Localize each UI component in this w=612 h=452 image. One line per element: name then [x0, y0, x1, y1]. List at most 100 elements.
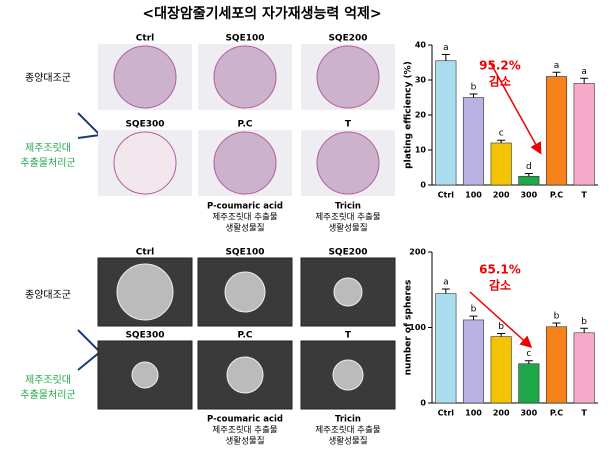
dish — [113, 45, 177, 109]
caption: 생활성물질 — [328, 223, 367, 234]
photo-label: SQE200 — [328, 248, 367, 258]
x-tick-label: P.C — [550, 409, 563, 418]
error-bar — [580, 327, 589, 333]
error-bar — [497, 139, 506, 143]
sphere — [131, 361, 159, 389]
photo-label: Ctrl — [136, 248, 154, 258]
bar — [518, 363, 540, 404]
y-tick-label: 40 — [415, 41, 427, 50]
arrow — [489, 61, 542, 155]
photo-label: P.C — [238, 120, 253, 130]
dish — [113, 131, 177, 195]
error-bar — [497, 333, 506, 337]
sphere — [226, 356, 264, 394]
x-tick-label: T — [581, 191, 587, 200]
title: <대장암줄기세포의 자가재생능력 억제> — [142, 5, 381, 22]
y-tick-label: 100 — [409, 323, 426, 332]
significance-letter: a — [443, 43, 449, 53]
dish — [213, 45, 277, 109]
caption: 제주조릿대 추출물 — [315, 425, 380, 436]
error-bar — [524, 172, 533, 177]
caption: 제주조릿대 추출물 — [315, 212, 380, 223]
y-tick-label: 200 — [409, 248, 426, 257]
significance-letter: a — [554, 61, 560, 71]
caption: P-coumaric acid — [207, 202, 283, 212]
error-bar — [524, 360, 533, 364]
group-label: 추출물처리군 — [20, 389, 75, 401]
significance-letter: b — [581, 317, 587, 327]
photo-label: SQE300 — [125, 120, 164, 130]
y-tick-label: 0 — [420, 181, 426, 190]
photo-label: SQE100 — [225, 34, 264, 44]
dish — [316, 131, 380, 195]
photo-label: SQE100 — [225, 248, 264, 258]
error-bar — [580, 77, 589, 84]
annotation: 감소 — [489, 278, 511, 293]
bracket — [77, 329, 102, 371]
x-tick-label: T — [581, 409, 587, 418]
sphere — [224, 271, 266, 313]
bar — [573, 83, 595, 186]
y-axis-label: number of spheres — [404, 280, 414, 376]
sphere — [333, 277, 363, 307]
caption: 제주조릿대 추출물 — [212, 425, 277, 436]
x-tick-label: 100 — [465, 409, 482, 418]
group-label: 종양대조군 — [25, 289, 71, 301]
error-bar — [552, 322, 561, 327]
x-tick-label: 300 — [520, 409, 537, 418]
dish — [316, 45, 380, 109]
photo-label: P.C — [238, 331, 253, 341]
caption: Tricin — [335, 202, 361, 212]
caption: 생활성물질 — [225, 223, 264, 234]
group-label: 종양대조군 — [25, 72, 71, 84]
annotation: 95.2% — [479, 59, 521, 73]
annotation: 65.1% — [479, 263, 521, 277]
significance-letter: c — [499, 129, 504, 139]
sphere — [116, 263, 174, 321]
bar — [435, 293, 457, 404]
group-label: 제주조릿대 — [25, 374, 71, 386]
x-tick-label: P.C — [550, 191, 563, 200]
bar — [462, 319, 485, 404]
x-tick-label: 100 — [465, 191, 482, 200]
caption: Tricin — [335, 415, 361, 425]
x-tick-label: 200 — [493, 191, 510, 200]
caption: P-coumaric acid — [207, 415, 283, 425]
x-tick-label: Ctrl — [438, 191, 455, 200]
bar — [462, 97, 485, 186]
photo-label: SQE300 — [125, 331, 164, 341]
arrow — [469, 291, 533, 349]
bar — [545, 326, 568, 404]
bar — [490, 336, 512, 404]
y-tick-label: 30 — [415, 76, 427, 85]
error-bar — [552, 71, 561, 77]
group-label: 추출물처리군 — [20, 157, 75, 169]
error-bar — [469, 93, 478, 98]
significance-letter: b — [554, 311, 560, 321]
y-tick-label: 0 — [420, 399, 426, 408]
dish — [213, 131, 277, 195]
significance-letter: a — [581, 67, 587, 77]
error-bar — [441, 288, 450, 294]
x-tick-label: Ctrl — [438, 409, 455, 418]
error-bar — [441, 53, 450, 61]
significance-letter: d — [526, 162, 532, 172]
bar — [573, 332, 595, 404]
annotation: 감소 — [489, 74, 511, 89]
y-tick-label: 20 — [415, 111, 427, 120]
bar — [518, 175, 540, 186]
significance-letter: b — [498, 322, 504, 332]
photo-label: T — [345, 331, 352, 341]
photo-label: T — [345, 120, 352, 130]
significance-letter: a — [443, 277, 449, 287]
significance-letter: c — [526, 349, 531, 359]
caption: 생활성물질 — [328, 436, 367, 447]
photo-label: Ctrl — [136, 34, 154, 44]
bar — [490, 142, 512, 186]
bar — [435, 60, 457, 186]
error-bar — [469, 315, 478, 320]
group-label: 제주조릿대 — [25, 142, 71, 154]
significance-letter: b — [471, 83, 477, 93]
sphere — [332, 359, 364, 391]
